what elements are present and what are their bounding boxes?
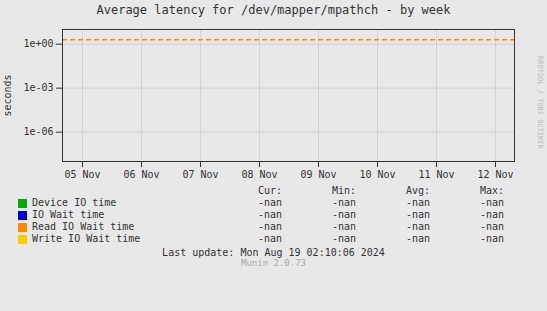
html-text:Device IO time: Device IO time bbox=[32, 197, 117, 208]
html-text:Avg:: Avg: bbox=[405, 185, 430, 196]
svg-text:1e-03: 1e-03 bbox=[23, 82, 53, 93]
html-text:-nan: -nan bbox=[479, 233, 504, 244]
html-text:-nan: -nan bbox=[479, 197, 504, 208]
svg-text:1e+00: 1e+00 bbox=[23, 38, 53, 49]
html-text:-nan: -nan bbox=[405, 233, 430, 244]
html-text:-nan: -nan bbox=[405, 221, 430, 232]
svg-text:08 Nov: 08 Nov bbox=[241, 169, 277, 180]
html-text:RRDTOOL / TOBI OETIKER: RRDTOOL / TOBI OETIKER bbox=[536, 55, 544, 149]
html-text:Munin 2.0.73: Munin 2.0.73 bbox=[241, 258, 306, 268]
svg-text:06 Nov: 06 Nov bbox=[123, 169, 159, 180]
html-text:-nan: -nan bbox=[479, 209, 504, 220]
html-text:Last update: Mon Aug 19 02:10:: Last update: Mon Aug 19 02:10:06 2024 bbox=[162, 247, 385, 258]
svg-text:11 Nov: 11 Nov bbox=[418, 169, 454, 180]
html-text:-nan: -nan bbox=[405, 197, 430, 208]
html-text:Write IO Wait time: Write IO Wait time bbox=[32, 233, 141, 244]
html-text:-nan: -nan bbox=[479, 221, 504, 232]
svg-text:seconds: seconds bbox=[2, 74, 13, 116]
html-text:Average latency for /dev/mappe: Average latency for /dev/mapper/mpathch … bbox=[96, 3, 451, 17]
html-text:-nan: -nan bbox=[405, 209, 430, 220]
html-text:Read IO Wait time: Read IO Wait time bbox=[32, 221, 135, 232]
svg-text:07 Nov: 07 Nov bbox=[182, 169, 218, 180]
html-text:-nan: -nan bbox=[331, 197, 356, 208]
svg-text:10 Nov: 10 Nov bbox=[359, 169, 395, 180]
svg-text:09 Nov: 09 Nov bbox=[300, 169, 336, 180]
html-text:-nan: -nan bbox=[331, 233, 356, 244]
html-text:Cur:: Cur: bbox=[257, 185, 282, 196]
html-text:Max:: Max: bbox=[479, 185, 504, 196]
svg-text:1e-06: 1e-06 bbox=[23, 126, 53, 137]
html-text:-nan: -nan bbox=[257, 233, 282, 244]
html-text:-nan: -nan bbox=[331, 221, 356, 232]
html-text:-nan: -nan bbox=[331, 209, 356, 220]
svg-text:12 Nov: 12 Nov bbox=[477, 169, 513, 180]
html-text:Min:: Min: bbox=[331, 185, 356, 196]
html-text:-nan: -nan bbox=[257, 209, 282, 220]
svg-text:05 Nov: 05 Nov bbox=[64, 169, 100, 180]
html-text:IO Wait time: IO Wait time bbox=[32, 209, 105, 220]
html-text:-nan: -nan bbox=[257, 197, 282, 208]
html-text:-nan: -nan bbox=[257, 221, 282, 232]
